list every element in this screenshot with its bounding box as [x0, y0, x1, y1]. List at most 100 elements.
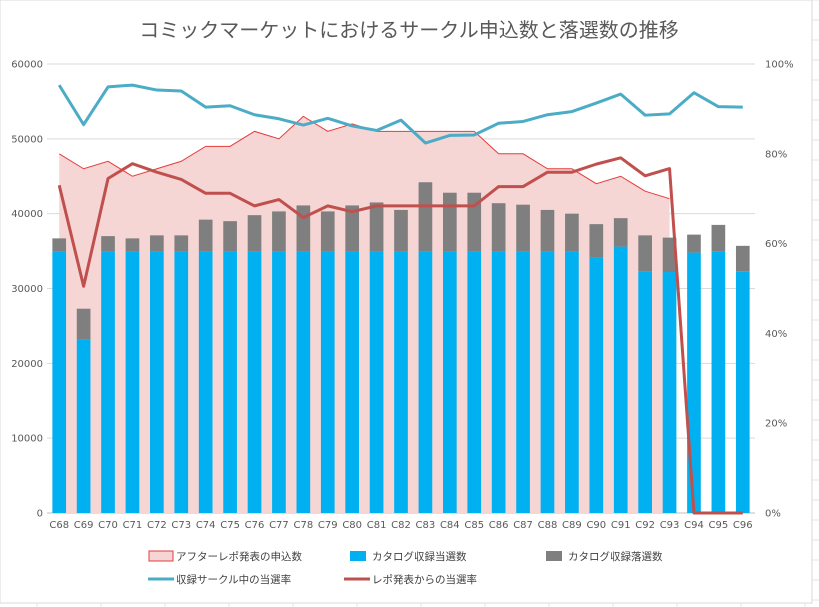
bar-catalog-accepted: [101, 251, 115, 514]
bar-catalog-rejected: [589, 224, 604, 258]
x-tick-label: C85: [464, 520, 484, 531]
x-tick-label: C78: [293, 520, 313, 531]
legend-label: アフターレポ発表の申込数: [176, 550, 302, 563]
bar-catalog-rejected: [369, 202, 384, 252]
bar-catalog-rejected: [735, 245, 750, 272]
y-right-tick-label: 20%: [765, 419, 787, 430]
x-tick-label: C73: [171, 520, 191, 531]
line-series: [57, 83, 743, 515]
bar-catalog-rejected: [101, 236, 115, 252]
y-left-tick-label: 60000: [11, 60, 43, 71]
bar-catalog-accepted: [272, 251, 286, 513]
bar-catalog-accepted: [320, 251, 335, 513]
x-tick-label: C68: [49, 520, 69, 531]
bar-catalog-accepted: [467, 251, 482, 513]
bar-catalog-accepted: [589, 257, 604, 513]
bar-catalog-accepted: [565, 251, 579, 513]
x-tick-label: C88: [538, 520, 558, 531]
x-tick-label: C86: [489, 520, 509, 531]
x-axis: C68 C69 C70 C71 C72 C73 C74 C75 C76 C77 C78 C79 C80 C…: [49, 520, 752, 531]
bar-catalog-accepted: [296, 251, 311, 513]
legend-swatch: [546, 551, 562, 561]
y-left-tick-label: 50000: [11, 134, 43, 145]
bar-catalog-rejected: [418, 182, 433, 252]
bar-catalog-accepted: [150, 251, 164, 513]
bar-catalog-accepted: [345, 251, 360, 513]
bar-catalog-accepted: [442, 251, 457, 513]
bar-catalog-accepted: [418, 251, 433, 513]
bar-catalog-rejected: [613, 218, 628, 247]
line-report-acceptance-rate: [57, 156, 743, 515]
x-tick-label: C72: [147, 520, 167, 531]
legend-swatch: [350, 551, 366, 561]
y-right-tick-label: 40%: [765, 329, 787, 340]
x-tick-label: C80: [342, 520, 362, 531]
bar-catalog-accepted: [638, 271, 652, 513]
x-tick-label: C87: [513, 520, 533, 531]
y-left-tick-label: 30000: [11, 284, 43, 295]
bar-catalog-accepted: [52, 251, 67, 514]
bar-catalog-rejected: [320, 211, 335, 252]
bar-catalog-accepted: [394, 251, 408, 513]
legend-swatch: [148, 550, 174, 562]
x-tick-label: C75: [220, 520, 240, 531]
y-right-tick-label: 0%: [765, 509, 781, 520]
y-left-tick-label: 20000: [11, 359, 43, 370]
bar-catalog-rejected: [345, 205, 360, 252]
bar-catalog-rejected: [516, 204, 530, 252]
bar-catalog-accepted: [369, 251, 384, 513]
x-tick-label: C92: [635, 520, 655, 531]
legend-label: カタログ収録当選数: [372, 550, 467, 563]
bar-catalog-accepted: [540, 251, 555, 513]
bar-catalog-rejected: [711, 224, 726, 252]
bar-catalog-rejected: [52, 238, 67, 252]
bar-catalog-accepted: [198, 251, 213, 513]
x-tick-label: C69: [74, 520, 94, 531]
bar-catalog-rejected: [247, 215, 262, 252]
bar-catalog-rejected: [565, 213, 579, 252]
x-tick-label: C70: [98, 520, 118, 531]
x-tick-label: C79: [318, 520, 338, 531]
y-left-tick-label: 0: [37, 509, 43, 520]
bar-series: [52, 182, 750, 514]
legend-label: 収録サークル中の当選率: [176, 573, 291, 586]
x-tick-label: C71: [123, 520, 143, 531]
x-tick-label: C83: [416, 520, 436, 531]
x-tick-label: C90: [586, 520, 606, 531]
bar-catalog-rejected: [272, 211, 286, 252]
bar-catalog-rejected: [76, 308, 91, 340]
legend-label: カタログ収録落選数: [568, 550, 663, 563]
legend-label: レポ発表からの当選率: [372, 573, 477, 586]
y-axis-left: 0 10000 20000 30000 40000 50000 60000: [11, 60, 43, 520]
bar-catalog-accepted: [76, 339, 91, 513]
y-right-tick-label: 80%: [765, 149, 787, 160]
line-acceptance-rate: [57, 83, 743, 145]
bar-catalog-rejected: [174, 235, 189, 252]
bar-catalog-accepted: [247, 251, 262, 513]
bar-catalog-accepted: [223, 251, 237, 513]
bar-catalog-accepted: [174, 251, 189, 513]
bar-catalog-rejected: [125, 238, 140, 252]
bar-catalog-accepted: [516, 251, 530, 513]
x-tick-label: C77: [269, 520, 289, 531]
x-tick-label: C74: [196, 520, 216, 531]
x-tick-label: C89: [562, 520, 582, 531]
bar-catalog-rejected: [540, 209, 555, 252]
x-tick-label: C93: [660, 520, 680, 531]
bar-catalog-accepted: [735, 271, 750, 513]
y-left-tick-label: 10000: [11, 434, 43, 445]
bar-catalog-accepted: [491, 251, 506, 513]
bar-catalog-rejected: [638, 235, 652, 272]
x-tick-label: C82: [391, 520, 411, 531]
bar-catalog-rejected: [467, 192, 482, 252]
bar-catalog-rejected: [662, 237, 677, 273]
bar-catalog-rejected: [687, 234, 701, 253]
bar-catalog-accepted: [711, 251, 726, 513]
x-tick-label: C96: [733, 520, 753, 531]
bar-catalog-accepted: [662, 272, 677, 513]
legend: アフターレポ発表の申込数 カタログ収録当選数 カタログ収録落選数収録サークル中の当選…: [148, 550, 663, 586]
bar-catalog-rejected: [198, 219, 213, 252]
bar-catalog-rejected: [394, 209, 408, 252]
x-tick-label: C84: [440, 520, 460, 531]
